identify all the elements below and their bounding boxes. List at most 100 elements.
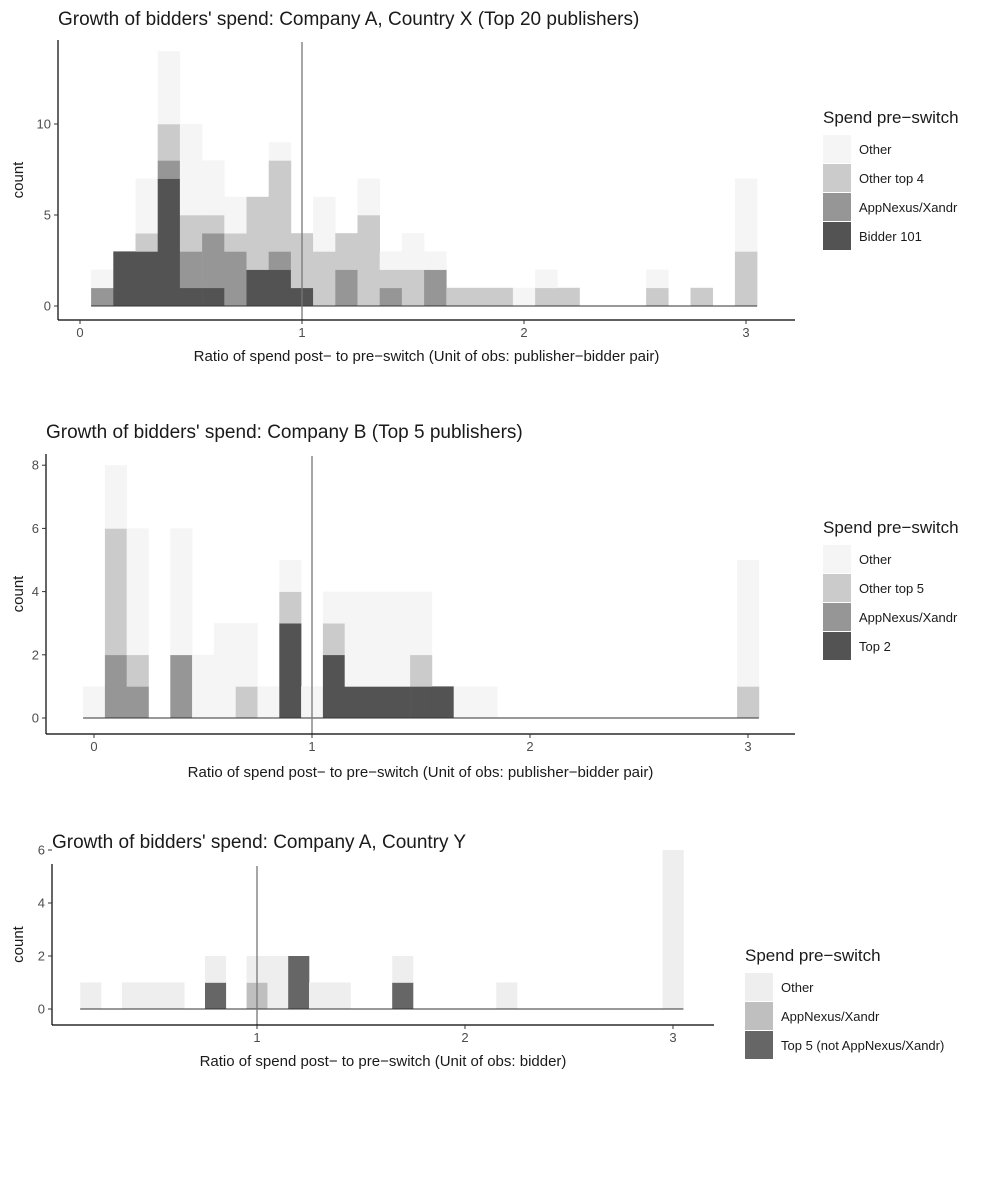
x-tick-label: 3 <box>669 1030 676 1045</box>
bar-other-top-4-bin-14 <box>402 270 425 307</box>
bars <box>91 51 757 306</box>
x-tick-label: 2 <box>461 1030 468 1045</box>
bar-other-bin-2 <box>122 983 143 1010</box>
bar-other-bin-15 <box>392 956 413 983</box>
bar-other-bin-20 <box>535 270 558 289</box>
bar-appnexus-xandr-bin-6 <box>224 251 247 306</box>
legend-swatch <box>745 973 773 1001</box>
bar-other-bin-8 <box>269 142 292 161</box>
x-tick-label: 1 <box>253 1030 260 1045</box>
bar-other-top-4-bin-2 <box>136 233 159 252</box>
y-axis-label: count <box>10 925 27 963</box>
bar-other-bin-11 <box>323 592 345 624</box>
chart-panel-2: Growth of bidders' spend: Company B (Top… <box>10 422 959 781</box>
bar-appnexus-xandr-bin-1 <box>105 655 127 719</box>
bar-other-top-5-bin-9 <box>279 592 301 624</box>
chart-title: Growth of bidders' spend: Company A, Cou… <box>58 9 639 30</box>
bar-appnexus-xandr-bin-13 <box>380 288 403 307</box>
bar-other-top-4-bin-8 <box>269 160 292 251</box>
bar-other-bin-17 <box>454 686 476 718</box>
legend-label: AppNexus/Xandr <box>859 200 958 215</box>
bar-top-2-bin-13 <box>367 686 389 718</box>
legend-label: Other <box>859 552 892 567</box>
legend-swatch <box>823 164 851 192</box>
bar-other-top-5-bin-11 <box>323 623 345 655</box>
chart-title: Growth of bidders' spend: Company B (Top… <box>46 422 523 443</box>
legend-swatch <box>745 1031 773 1059</box>
bar-other-top-5-bin-7 <box>236 686 258 718</box>
bar-top-2-bin-12 <box>345 686 367 718</box>
bar-other-bin-15 <box>410 592 432 656</box>
bar-other-bin-2 <box>127 528 149 655</box>
chart-panel-3: Growth of bidders' spend: Company A, Cou… <box>10 832 944 1070</box>
bar-other-top-4-bin-13 <box>380 270 403 289</box>
bar-other-top-4-bin-29 <box>735 251 758 306</box>
bar-other-bin-4 <box>163 983 184 1010</box>
bar-top-5-not-appnexus-xandr--bin-10 <box>288 956 309 1009</box>
x-tick-label: 0 <box>90 739 97 754</box>
bar-bidder-101-bin-1 <box>113 251 136 306</box>
bar-other-bin-7 <box>236 623 258 687</box>
legend-label: AppNexus/Xandr <box>859 610 958 625</box>
legend-title: Spend pre−switch <box>823 108 959 127</box>
bars <box>83 465 759 718</box>
bar-other-bin-13 <box>380 251 403 270</box>
bar-other-top-5-bin-1 <box>105 528 127 655</box>
bar-other-bin-12 <box>330 983 351 1010</box>
bar-top-2-bin-11 <box>323 655 345 719</box>
legend-label: Other top 4 <box>859 171 924 186</box>
x-tick-label: 3 <box>744 739 751 754</box>
bar-other-top-4-bin-18 <box>491 288 514 307</box>
bar-other-bin-10 <box>313 197 336 252</box>
y-tick-label: 6 <box>32 521 39 536</box>
bar-bidder-101-bin-8 <box>269 270 292 307</box>
bars <box>80 850 683 1009</box>
bar-other-bin-14 <box>402 233 425 270</box>
legend: Spend pre−switch Other Other top 5 AppNexus… <box>823 518 959 660</box>
bar-other-bin-25 <box>646 270 669 289</box>
bar-other-bin-4 <box>170 528 192 655</box>
bar-other-bin-12 <box>345 592 367 687</box>
bar-appnexus-xandr-bin-11 <box>335 270 358 307</box>
y-tick-label: 5 <box>44 208 51 223</box>
legend-label: Other <box>859 142 892 157</box>
legend-label: Top 2 <box>859 639 891 654</box>
bar-other-top-4-bin-7 <box>247 197 270 270</box>
bar-top-5-not-appnexus-xandr--bin-15 <box>392 983 413 1010</box>
bar-other-bin-20 <box>496 983 517 1010</box>
bar-top-2-bin-15 <box>410 686 432 718</box>
legend-label: Other top 5 <box>859 581 924 596</box>
legend-swatch <box>823 222 851 250</box>
legend-swatch <box>823 574 851 602</box>
bar-other-top-4-bin-4 <box>180 215 203 252</box>
bar-other-bin-11 <box>309 983 330 1010</box>
y-tick-label: 2 <box>38 949 45 964</box>
legend-swatch <box>745 1002 773 1030</box>
legend-label: Bidder 101 <box>859 229 922 244</box>
y-tick-label: 4 <box>38 896 45 911</box>
bar-other-top-4-bin-20 <box>535 288 558 307</box>
bar-other-top-4-bin-17 <box>469 288 492 307</box>
bar-bidder-101-bin-5 <box>202 288 225 307</box>
bar-other-bin-29 <box>735 179 758 252</box>
bar-other-bin-12 <box>358 179 381 216</box>
legend-label: Other <box>781 980 814 995</box>
bar-other-bin-4 <box>180 124 203 215</box>
bar-other-bin-0 <box>83 686 105 718</box>
bar-other-bin-0 <box>80 983 101 1010</box>
bar-appnexus-xandr-bin-15 <box>424 270 447 307</box>
bar-other-bin-6 <box>205 956 226 983</box>
bar-appnexus-xandr-bin-4 <box>170 655 192 719</box>
bar-bidder-101-bin-4 <box>180 288 203 307</box>
bar-other-bin-18 <box>476 686 498 718</box>
bar-bidder-101-bin-7 <box>247 270 270 307</box>
bar-top-2-bin-16 <box>432 686 454 718</box>
bar-bidder-101-bin-2 <box>136 251 159 306</box>
chart-panel-1: Growth of bidders' spend: Company A, Cou… <box>10 9 959 365</box>
legend-label: AppNexus/Xandr <box>781 1009 880 1024</box>
bar-other-top-4-bin-5 <box>202 215 225 234</box>
bar-other-bin-6 <box>214 623 236 718</box>
x-tick-label: 1 <box>308 739 315 754</box>
bar-other-bin-3 <box>158 51 181 124</box>
